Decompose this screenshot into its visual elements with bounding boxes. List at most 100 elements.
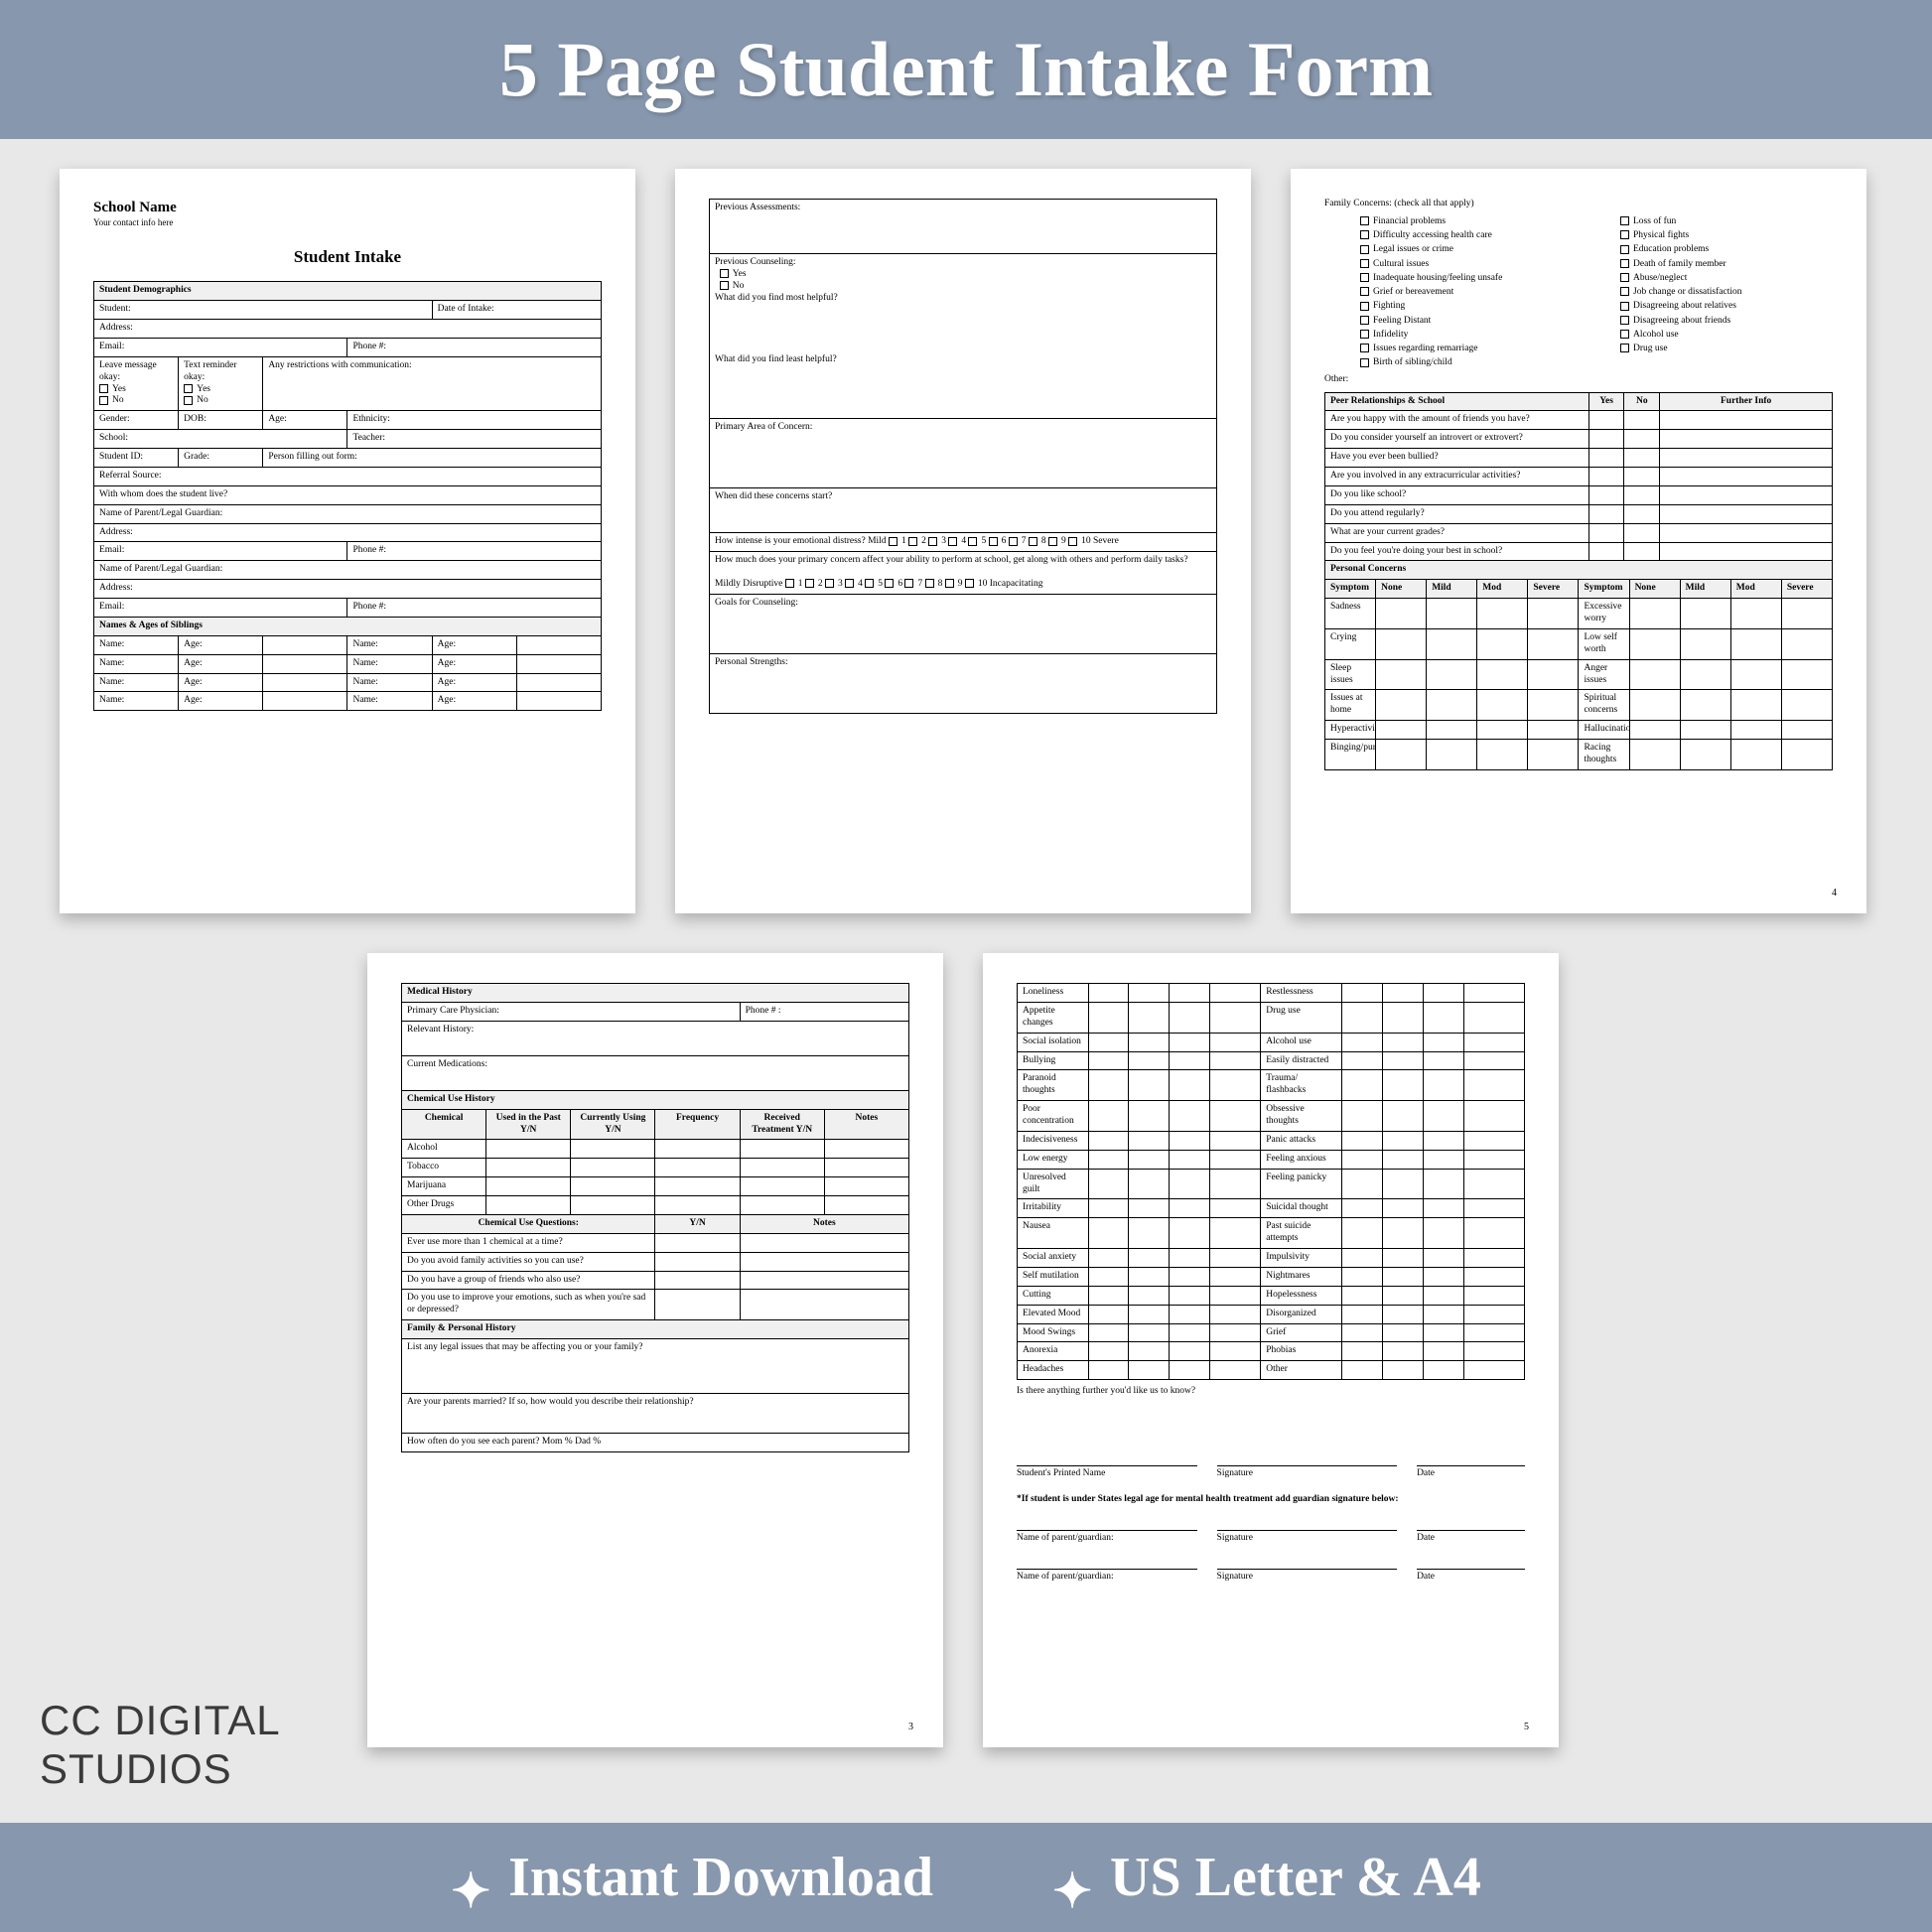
sparkle-icon — [1052, 1858, 1092, 1897]
concern-item: Job change or dissatisfaction — [1602, 285, 1833, 299]
demographics-table: Student Demographics Student: Date of In… — [93, 281, 602, 711]
peer-row: Do you feel you're doing your best in sc… — [1325, 542, 1833, 561]
chemq-row: Ever use more than 1 chemical at a time? — [402, 1233, 909, 1252]
bottom-right-text: US Letter & A4 — [1110, 1846, 1481, 1909]
symptom-row: SadnessExcessive worry — [1325, 599, 1833, 629]
personal-table: Personal Concerns Symptom None Mild Mod … — [1324, 560, 1833, 769]
family-concerns-head: Family Concerns: (check all that apply) — [1324, 199, 1833, 210]
f-g1-phone: Phone #: — [347, 542, 602, 561]
f-age: Age: — [263, 411, 347, 430]
symptom-row: Self mutilationNightmares — [1018, 1267, 1525, 1286]
f-legal: List any legal issues that may be affect… — [402, 1339, 909, 1394]
concern-item: Alcohol use — [1602, 328, 1833, 342]
f-relhist: Relevant History: — [402, 1021, 909, 1055]
symptom-row: CuttingHopelessness — [1018, 1286, 1525, 1305]
concern-item: Death of family member — [1602, 257, 1833, 271]
chem-row: Other Drugs — [402, 1196, 909, 1215]
f-g1-email: Email: — [94, 542, 347, 561]
symptom-row: Low energyFeeling anxious — [1018, 1150, 1525, 1169]
h-yes: Yes — [1588, 392, 1624, 411]
symptom-row: CryingLow self worth — [1325, 628, 1833, 659]
h-no: No — [1624, 392, 1660, 411]
page-title: Student Intake — [93, 246, 602, 267]
concern-item: Difficulty accessing health care — [1342, 228, 1573, 242]
student-sig-row: Student's Printed Name Signature Date — [1017, 1465, 1525, 1480]
symptom-row: Social anxietyImpulsivity — [1018, 1249, 1525, 1268]
page-number: 4 — [1832, 888, 1837, 900]
section-chemq: Chemical Use Questions: — [402, 1214, 655, 1233]
chem-row: Marijuana — [402, 1177, 909, 1196]
f-strengths: Personal Strengths: — [710, 653, 1217, 713]
peer-row: Are you happy with the amount of friends… — [1325, 411, 1833, 430]
f-guardian2: Name of Parent/Legal Guardian: — [94, 561, 602, 580]
f-affect: How much does your primary concern affec… — [710, 552, 1217, 595]
f-date: Date — [1417, 1465, 1525, 1480]
f-pg2: Name of parent/guardian: — [1017, 1569, 1197, 1584]
peer-row: Do you consider yourself an introvert or… — [1325, 430, 1833, 449]
chem-row: Alcohol — [402, 1140, 909, 1159]
peer-row: Do you like school? — [1325, 485, 1833, 504]
concern-item: Legal issues or crime — [1342, 242, 1573, 256]
f-g2-phone: Phone #: — [347, 599, 602, 618]
symptom-row: Social isolationAlcohol use — [1018, 1033, 1525, 1051]
sib-row: Name:Age:Name:Age: — [94, 692, 602, 711]
concern-item: Disagreeing about friends — [1602, 314, 1833, 328]
chemq-row: Do you have a group of friends who also … — [402, 1271, 909, 1290]
f-other: Other: — [1324, 374, 1833, 386]
symptom-row: Issues at homeSpiritual concerns — [1325, 690, 1833, 721]
minor-note: *If student is under States legal age fo… — [1017, 1494, 1525, 1506]
page-1: School Name Your contact info here Stude… — [60, 169, 635, 913]
f-livewith: With whom does the student live? — [94, 485, 602, 504]
f-when: When did these concerns start? — [710, 488, 1217, 533]
f-g1-addr: Address: — [94, 523, 602, 542]
concern-item: Loss of fun — [1602, 214, 1833, 228]
concern-item: Birth of sibling/child — [1342, 355, 1573, 369]
peer-row: Have you ever been bullied? — [1325, 449, 1833, 468]
symptom-row: Unresolved guiltFeeling panicky — [1018, 1169, 1525, 1199]
section-demographics: Student Demographics — [94, 282, 602, 301]
contact-line: Your contact info here — [93, 217, 602, 228]
section-personal: Personal Concerns — [1325, 561, 1833, 580]
f-printed: Student's Printed Name — [1017, 1465, 1197, 1480]
f-prev-couns: Previous Counseling: Yes No What did you… — [710, 254, 1217, 419]
section-medical: Medical History — [402, 984, 909, 1003]
concern-item: Cultural issues — [1342, 257, 1573, 271]
f-gender: Gender: — [94, 411, 179, 430]
school-name: School Name — [93, 199, 602, 217]
f-meds: Current Medications: — [402, 1055, 909, 1090]
concern-item: Fighting — [1342, 299, 1573, 313]
concern-item: Physical fights — [1602, 228, 1833, 242]
f-eth: Ethnicity: — [347, 411, 602, 430]
f-pcp: Primary Care Physician: — [402, 1002, 741, 1021]
p5-sym-table: LonelinessRestlessnessAppetite changesDr… — [1017, 983, 1525, 1380]
f-married: Are your parents married? If so, how wou… — [402, 1394, 909, 1434]
f-address: Address: — [94, 320, 602, 339]
guardian2-sig-row: Name of parent/guardian: Signature Date — [1017, 1569, 1525, 1584]
page-5: LonelinessRestlessnessAppetite changesDr… — [983, 953, 1559, 1747]
f-student: Student: — [94, 301, 433, 320]
f-leave: Leave message okay: Yes No — [94, 356, 179, 411]
f-sig: Signature — [1217, 1465, 1398, 1480]
page-number: 5 — [1524, 1722, 1529, 1734]
f-filler: Person filling out form: — [263, 449, 602, 468]
page-number: 3 — [908, 1722, 913, 1734]
guardian1-sig-row: Name of parent/guardian: Signature Date — [1017, 1530, 1525, 1545]
f-g2-email: Email: — [94, 599, 347, 618]
chemq-row: Do you avoid family activities so you ca… — [402, 1252, 909, 1271]
symptom-row: Sleep issuesAnger issues — [1325, 659, 1833, 690]
chemq-row: Do you use to improve your emotions, suc… — [402, 1290, 909, 1320]
peer-row: Do you attend regularly? — [1325, 504, 1833, 523]
sib-row: Name:Age:Name:Age: — [94, 635, 602, 654]
concern-item: Disagreeing about relatives — [1602, 299, 1833, 313]
peer-row: Are you involved in any extracurricular … — [1325, 468, 1833, 486]
sib-row: Name:Age:Name:Age: — [94, 673, 602, 692]
f-guardian1: Name of Parent/Legal Guardian: — [94, 504, 602, 523]
f-restrict: Any restrictions with communication: — [263, 356, 602, 411]
concern-item: Infidelity — [1342, 328, 1573, 342]
f-intensity: How intense is your emotional distress? … — [710, 533, 1217, 552]
f-pcp-phone: Phone # : — [740, 1002, 908, 1021]
f-goals: Goals for Counseling: — [710, 594, 1217, 653]
f-grade: Grade: — [179, 449, 263, 468]
top-banner: 5 Page Student Intake Form — [0, 0, 1932, 139]
symptom-row: Appetite changesDrug use — [1018, 1002, 1525, 1033]
